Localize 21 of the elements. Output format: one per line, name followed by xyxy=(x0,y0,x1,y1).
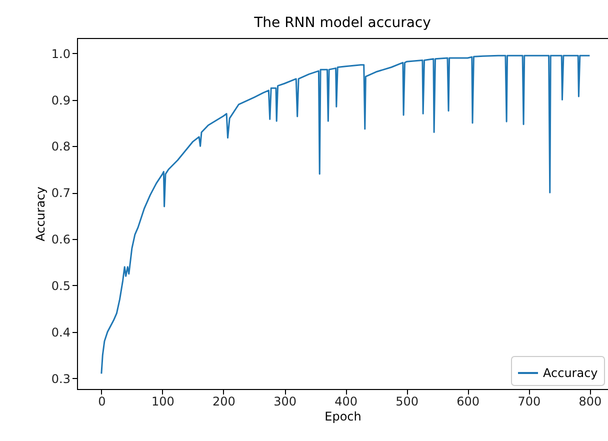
y-tick-label: 0.8 xyxy=(51,140,70,154)
chart-title: The RNN model accuracy xyxy=(253,15,431,31)
x-tick-label: 100 xyxy=(151,394,174,408)
y-tick-label: 0.5 xyxy=(51,278,70,293)
y-axis-title: Accuracy xyxy=(33,186,48,242)
y-tick-label: 0.7 xyxy=(51,186,70,200)
y-tick-label: 0.3 xyxy=(51,372,70,386)
y-tick-label: 1.0 xyxy=(51,46,70,61)
x-tick-label: 400 xyxy=(334,394,358,408)
legend-label: Accuracy xyxy=(543,366,598,380)
x-tick-label: 300 xyxy=(274,394,296,408)
x-axis-title: Epoch xyxy=(324,410,362,424)
y-tick-label: 0.6 xyxy=(51,232,70,247)
x-tick-label: 700 xyxy=(518,394,541,408)
x-tick-label: 0 xyxy=(98,394,106,408)
x-tick-label: 600 xyxy=(456,394,480,408)
x-tick-label: 800 xyxy=(578,394,602,408)
x-tick-label: 200 xyxy=(212,394,236,408)
y-tick-label: 0.9 xyxy=(51,93,70,108)
x-tick-label: 500 xyxy=(396,394,419,408)
y-tick-label: 0.4 xyxy=(51,325,70,340)
